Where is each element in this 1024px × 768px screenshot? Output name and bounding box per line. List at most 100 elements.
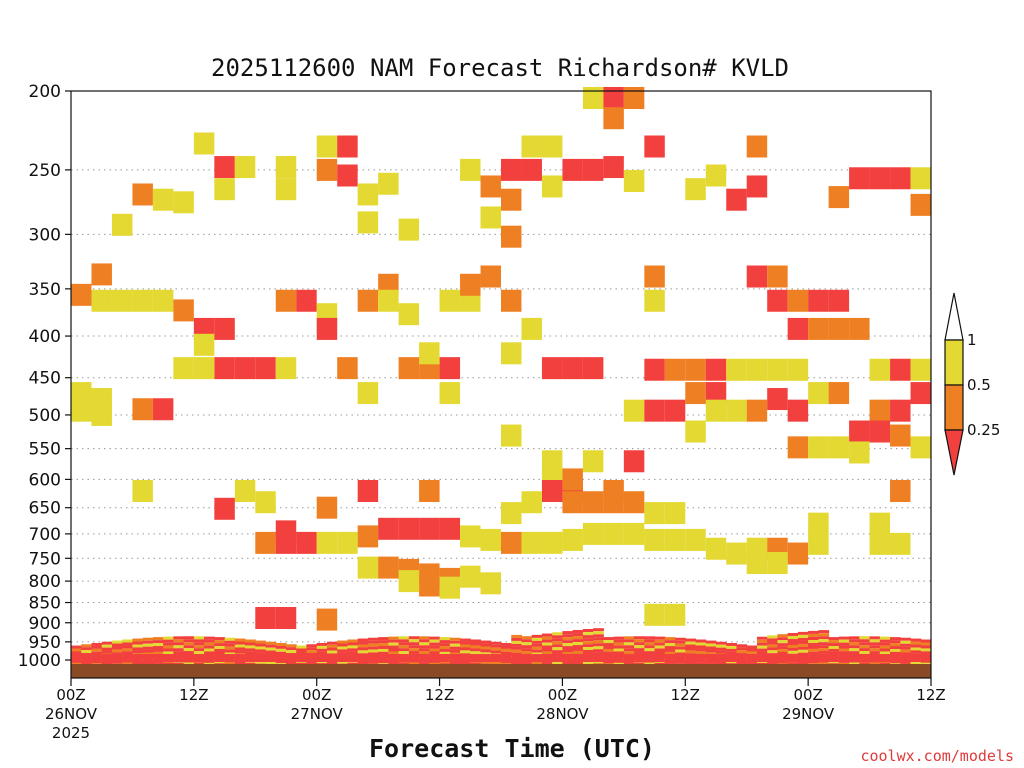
bl-stripe xyxy=(480,646,492,650)
bl-stripe xyxy=(183,639,195,643)
bl-stripe xyxy=(122,648,133,652)
bl-stripe xyxy=(398,651,410,655)
ri-cell xyxy=(316,317,338,340)
ri-cell xyxy=(582,522,604,545)
ri-cell xyxy=(91,263,112,286)
bl-stripe xyxy=(726,651,737,655)
bl-stripe xyxy=(910,650,922,654)
bl-stripe xyxy=(777,634,789,638)
ri-cell xyxy=(869,512,891,535)
bl-stripe xyxy=(357,641,369,645)
ri-cell xyxy=(726,399,747,422)
ri-cell xyxy=(480,175,501,198)
bl-surface xyxy=(828,654,840,662)
bl-stripe xyxy=(920,648,932,652)
bl-stripe xyxy=(716,641,727,645)
bl-stripe xyxy=(193,651,205,655)
bl-stripe xyxy=(849,651,860,655)
bl-stripe xyxy=(808,645,819,649)
ri-cell xyxy=(623,87,645,110)
bl-surface xyxy=(695,654,707,662)
bl-stripe xyxy=(623,648,635,652)
bl-stripe xyxy=(767,650,778,654)
ri-cell xyxy=(623,491,645,514)
bl-surface xyxy=(429,654,441,662)
bl-stripe xyxy=(797,631,809,635)
bl-stripe xyxy=(746,651,758,655)
bl-stripe xyxy=(572,629,584,633)
bl-stripe xyxy=(490,641,502,645)
bl-stripe xyxy=(797,649,809,653)
bl-stripe xyxy=(480,649,492,653)
bl-stripe xyxy=(255,652,267,656)
bl-stripe xyxy=(511,661,522,665)
bl-surface xyxy=(838,654,850,662)
bl-stripe xyxy=(511,634,522,638)
bl-stripe xyxy=(664,651,676,655)
ri-cell xyxy=(501,188,522,211)
ri-cell xyxy=(439,289,461,312)
ri-cell xyxy=(275,531,297,554)
bl-stripe xyxy=(593,646,604,650)
ri-cell xyxy=(869,167,891,190)
y-tick-label: 850 xyxy=(29,594,61,614)
ri-cell xyxy=(623,450,645,473)
ri-cell xyxy=(316,496,338,519)
bl-stripe xyxy=(726,645,737,649)
bl-stripe xyxy=(408,636,420,640)
ri-cell xyxy=(808,532,829,555)
bl-stripe xyxy=(572,662,584,666)
bl-stripe xyxy=(695,651,707,655)
ri-cell xyxy=(828,289,850,312)
bl-stripe xyxy=(245,642,256,646)
ri-cell xyxy=(890,479,911,502)
bl-stripe xyxy=(695,648,707,652)
bl-stripe xyxy=(347,642,359,646)
bl-stripe xyxy=(654,651,666,655)
bl-stripe xyxy=(224,652,236,656)
ri-cell xyxy=(787,358,809,381)
bl-stripe xyxy=(767,644,778,648)
ri-cell xyxy=(787,317,809,340)
bl-stripe xyxy=(859,648,871,652)
bl-stripe xyxy=(756,636,768,640)
bl-stripe xyxy=(152,643,164,647)
bl-stripe xyxy=(736,644,748,648)
bl-surface xyxy=(552,654,563,662)
ri-cell xyxy=(746,399,768,422)
bl-stripe xyxy=(326,641,338,645)
bl-stripe xyxy=(224,649,236,653)
bl-stripe xyxy=(920,651,932,655)
bl-stripe xyxy=(859,651,871,655)
ri-cell xyxy=(582,450,604,473)
bl-stripe xyxy=(664,646,676,650)
ri-cell xyxy=(828,436,850,459)
bl-surface xyxy=(623,654,635,662)
bl-stripe xyxy=(132,647,144,651)
bl-stripe xyxy=(756,648,768,652)
bl-stripe xyxy=(808,651,819,655)
bl-stripe xyxy=(122,642,133,646)
bl-stripe xyxy=(531,643,543,647)
ri-cell xyxy=(623,170,645,193)
bl-stripe xyxy=(797,634,809,638)
bl-stripe xyxy=(286,647,297,651)
bl-stripe xyxy=(490,661,502,665)
bl-stripe xyxy=(664,637,676,641)
bl-surface xyxy=(920,654,932,662)
bl-stripe xyxy=(736,661,748,665)
bl-stripe xyxy=(552,632,563,636)
bl-surface xyxy=(613,654,625,662)
bl-stripe xyxy=(275,648,287,652)
bl-stripe xyxy=(183,648,195,652)
bl-stripe xyxy=(419,648,430,652)
bl-surface xyxy=(767,654,778,662)
bl-stripe xyxy=(910,641,922,645)
bl-stripe xyxy=(419,645,430,649)
bl-stripe xyxy=(808,642,819,646)
ri-cell xyxy=(808,512,829,535)
bl-stripe xyxy=(777,637,789,641)
bl-stripe xyxy=(623,639,635,643)
x-tick-label: 00Z xyxy=(302,686,331,704)
bl-stripe xyxy=(337,649,348,653)
